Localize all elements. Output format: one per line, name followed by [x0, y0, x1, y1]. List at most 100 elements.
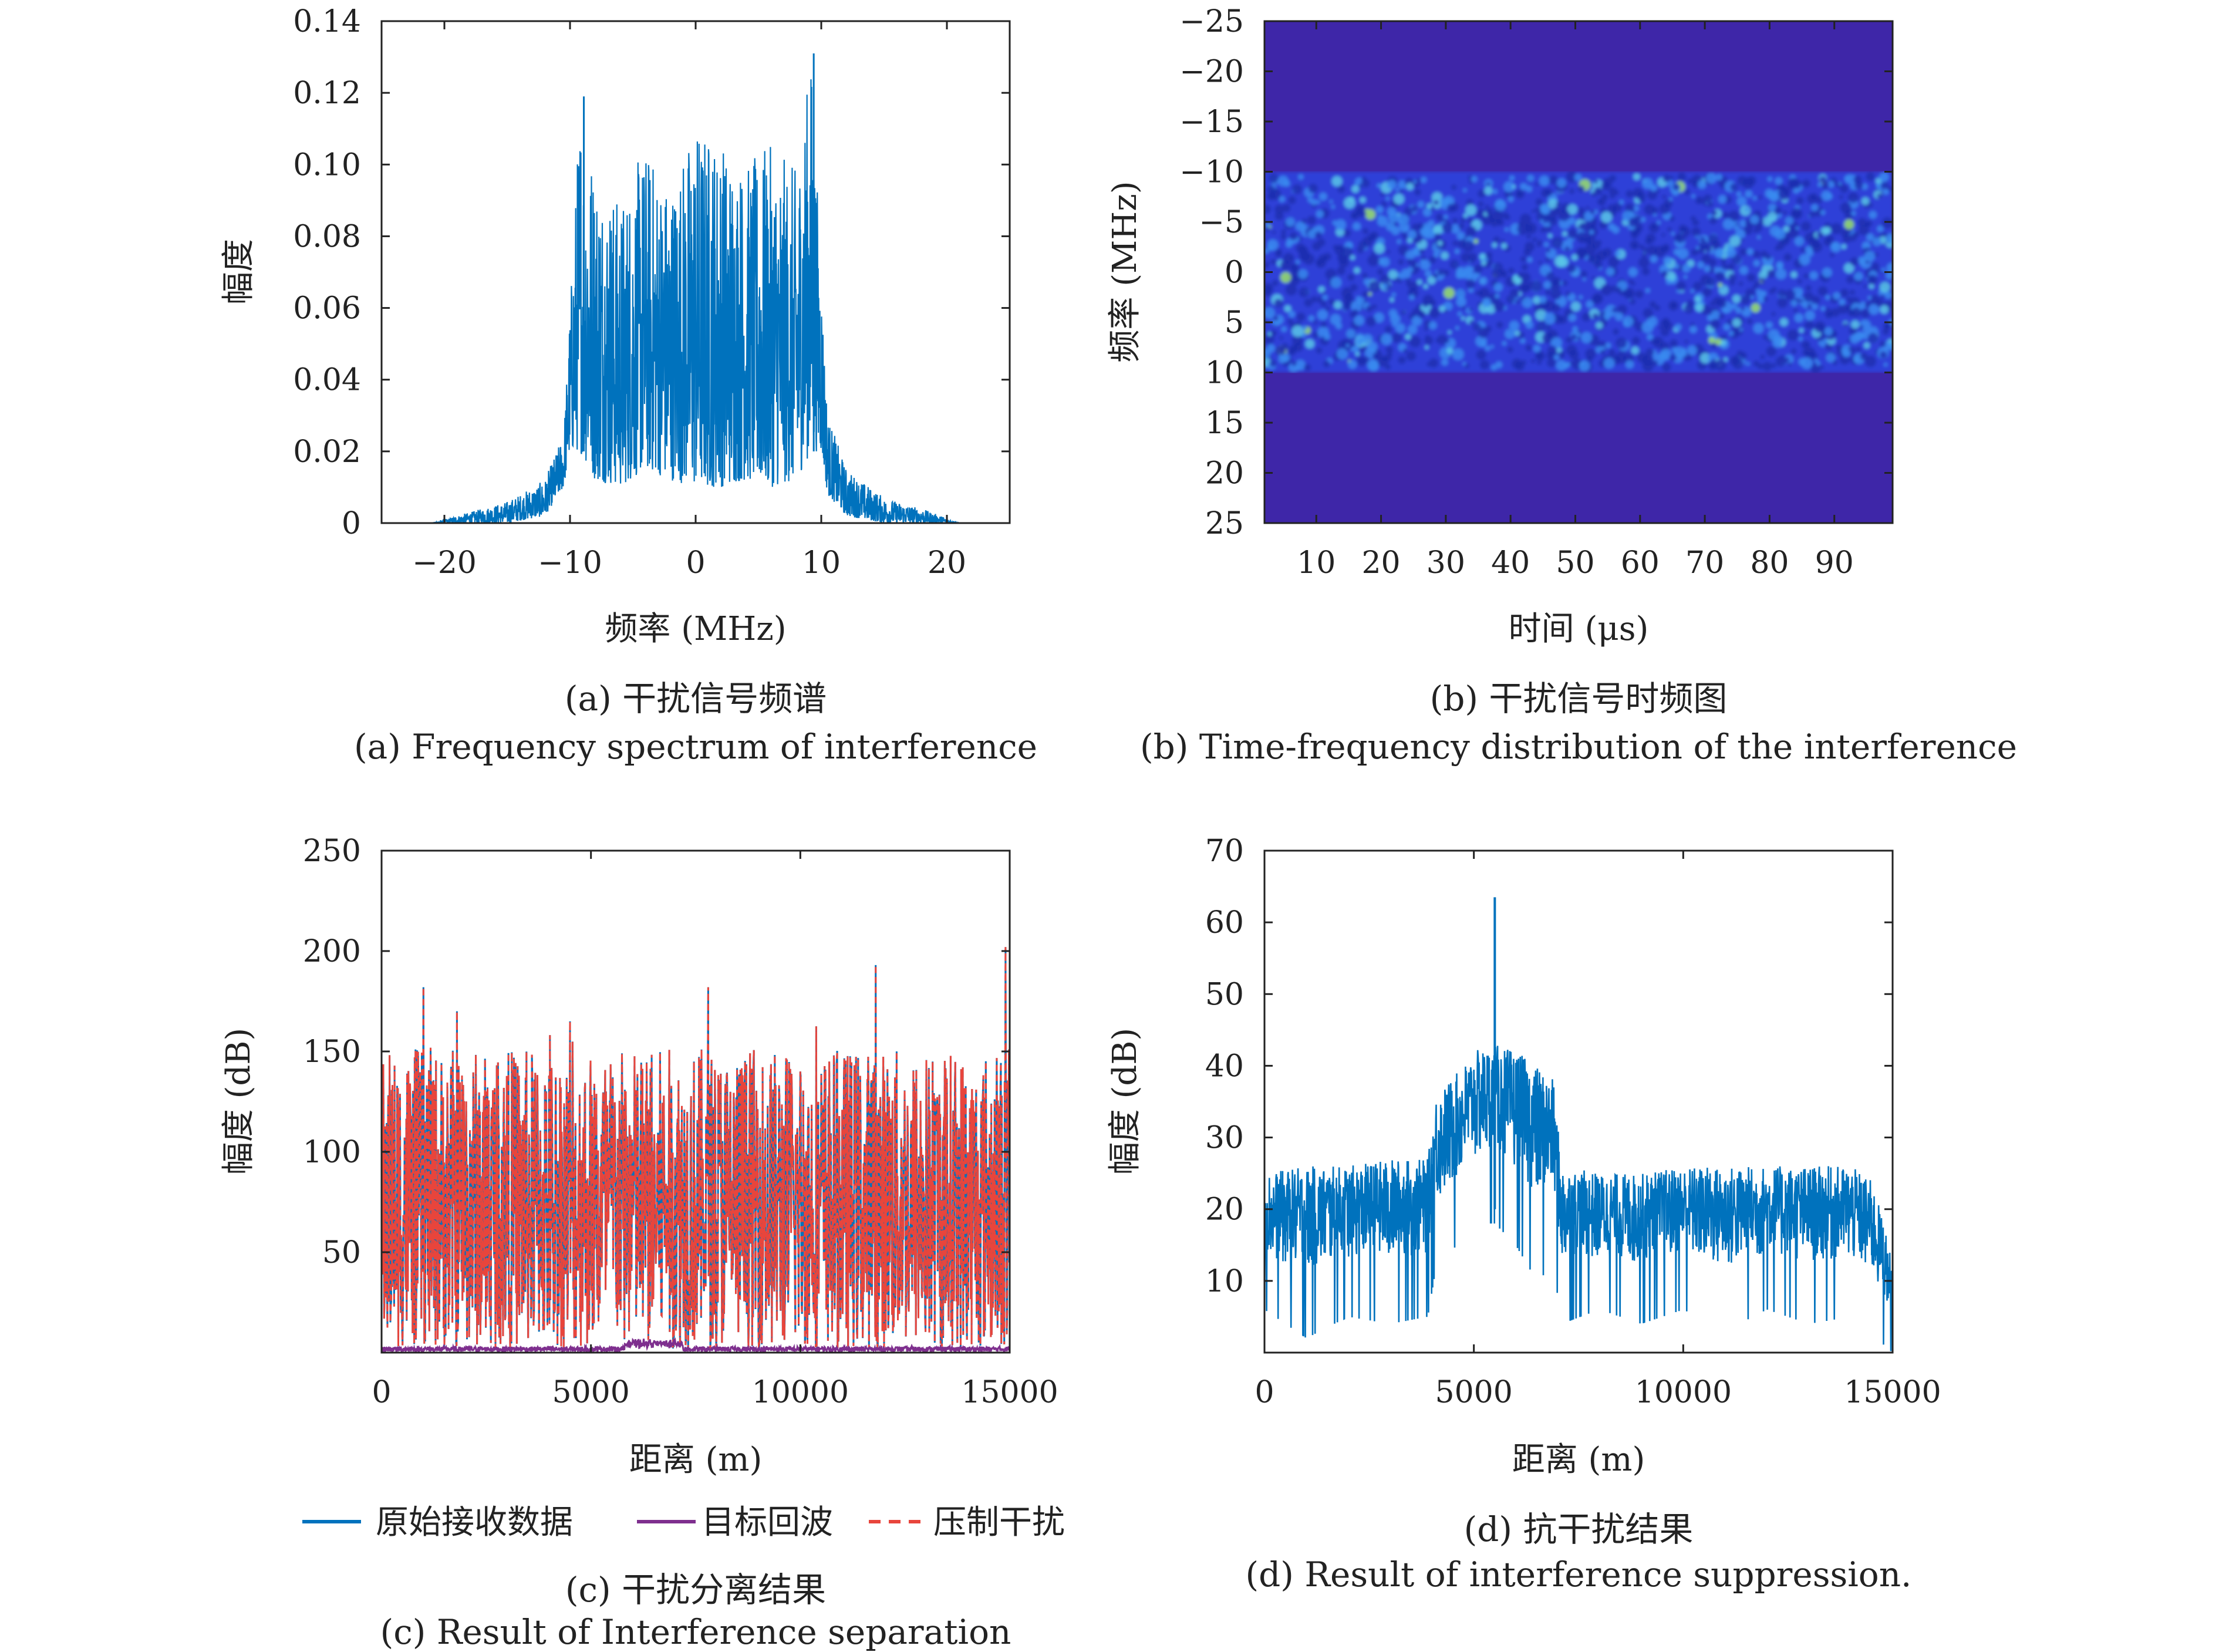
tf-cell	[1274, 299, 1283, 308]
tf-cell	[1433, 251, 1439, 258]
tf-cell	[1556, 347, 1562, 353]
tf-cell	[1805, 245, 1813, 253]
tf-cell	[1407, 230, 1417, 239]
tf-cell	[1577, 207, 1586, 215]
tf-cell	[1723, 357, 1728, 362]
tf-cell	[1830, 242, 1841, 252]
tf-cell	[1662, 194, 1667, 199]
tf-cell	[1486, 182, 1490, 187]
tf-cell	[1715, 359, 1726, 371]
tf-cell	[1568, 313, 1577, 322]
tf-cell	[1544, 324, 1552, 331]
tf-cell	[1775, 207, 1782, 214]
tf-cell	[1291, 361, 1297, 366]
tf-cell	[1495, 361, 1503, 369]
tf-cell	[1605, 342, 1611, 349]
tf-band	[1264, 171, 1893, 373]
tf-cell	[1350, 255, 1355, 261]
tf-cell	[1600, 284, 1612, 296]
tf-cell	[1677, 248, 1689, 259]
tf-cell	[1737, 176, 1748, 186]
tf-cell	[1710, 319, 1720, 329]
tf-cell	[1603, 358, 1615, 369]
tf-cell	[1739, 220, 1747, 228]
tf-cell	[1612, 307, 1617, 313]
tf-cell	[1392, 332, 1402, 343]
plot-area-a	[382, 53, 1010, 523]
tf-cell	[1509, 321, 1519, 331]
tf-cell	[1790, 178, 1801, 190]
tf-cell	[1670, 217, 1674, 221]
tf-cell	[1500, 239, 1505, 244]
tf-cell	[1869, 211, 1877, 219]
tf-cell	[1267, 245, 1273, 251]
tf-cell	[1463, 213, 1468, 218]
tf-cell	[1496, 321, 1503, 329]
tf-cell	[1851, 211, 1856, 216]
tf-cell	[1596, 187, 1600, 192]
tf-cell	[1827, 181, 1834, 188]
plot-area-c	[382, 947, 1010, 1353]
frame-d	[1263, 849, 1894, 1354]
tf-cell	[1824, 327, 1833, 336]
tf-cell	[1704, 244, 1712, 252]
tf-cell	[1571, 334, 1577, 340]
tf-cell	[1752, 195, 1757, 201]
tf-cell	[1425, 270, 1432, 277]
tf-cell	[1520, 183, 1527, 191]
tf-cell	[1347, 274, 1355, 281]
tf-cell	[1411, 205, 1418, 212]
tf-cell	[1451, 224, 1461, 234]
tf-cell	[1592, 241, 1601, 250]
tf-cell	[1594, 260, 1603, 268]
tf-cell	[1337, 185, 1345, 193]
tf-cell	[1486, 207, 1493, 215]
tf-cell	[1741, 306, 1745, 311]
tf-cell	[1427, 276, 1436, 285]
tf-cell	[1417, 279, 1422, 285]
y-tick-label-b: 25	[1205, 506, 1244, 541]
tf-cell	[1510, 288, 1519, 298]
y-tick-label-c: 250	[303, 834, 361, 869]
tf-cell	[1631, 336, 1640, 345]
tf-cell	[1536, 242, 1542, 247]
tf-cell	[1664, 199, 1673, 208]
tf-cell	[1667, 227, 1672, 232]
y-tick-label-b: 15	[1205, 406, 1244, 441]
tf-cell	[1452, 218, 1458, 224]
tf-cell	[1804, 347, 1816, 359]
tf-cell	[1299, 286, 1310, 298]
x-tick-label-c: 10000	[752, 1375, 849, 1410]
tf-cell	[1577, 336, 1581, 340]
tf-cell	[1883, 188, 1889, 195]
tf-cell	[1719, 339, 1726, 346]
tf-cell	[1722, 211, 1729, 219]
tf-cell	[1545, 188, 1553, 196]
tf-cell	[1395, 188, 1399, 192]
tf-cell	[1863, 284, 1867, 288]
tf-cell	[1671, 232, 1675, 236]
tf-cell	[1522, 297, 1533, 308]
tf-cell	[1642, 178, 1653, 189]
tf-cell	[1586, 206, 1590, 210]
tf-cell	[1397, 239, 1401, 244]
tf-cell	[1546, 272, 1554, 281]
tf-cell	[1586, 300, 1594, 308]
tf-cell	[1289, 362, 1299, 373]
tf-cell	[1485, 345, 1490, 351]
tf-cell	[1537, 360, 1542, 365]
tf-cell	[1540, 227, 1546, 233]
axes-c: 0 5000 10000 15000 50 100 150 200 250	[303, 834, 1058, 1410]
tf-cell	[1816, 361, 1821, 366]
tf-cell	[1502, 212, 1509, 219]
tf-cell	[1810, 193, 1817, 200]
tf-cell	[1850, 257, 1859, 266]
tf-cell	[1354, 267, 1360, 274]
tf-cell	[1375, 205, 1384, 214]
tf-cell	[1767, 212, 1778, 222]
y-tick-label-c: 150	[303, 1034, 361, 1070]
tf-cell	[1807, 304, 1812, 309]
tf-cell	[1308, 184, 1318, 193]
tf-cell	[1645, 348, 1654, 356]
tf-cell	[1346, 329, 1356, 339]
